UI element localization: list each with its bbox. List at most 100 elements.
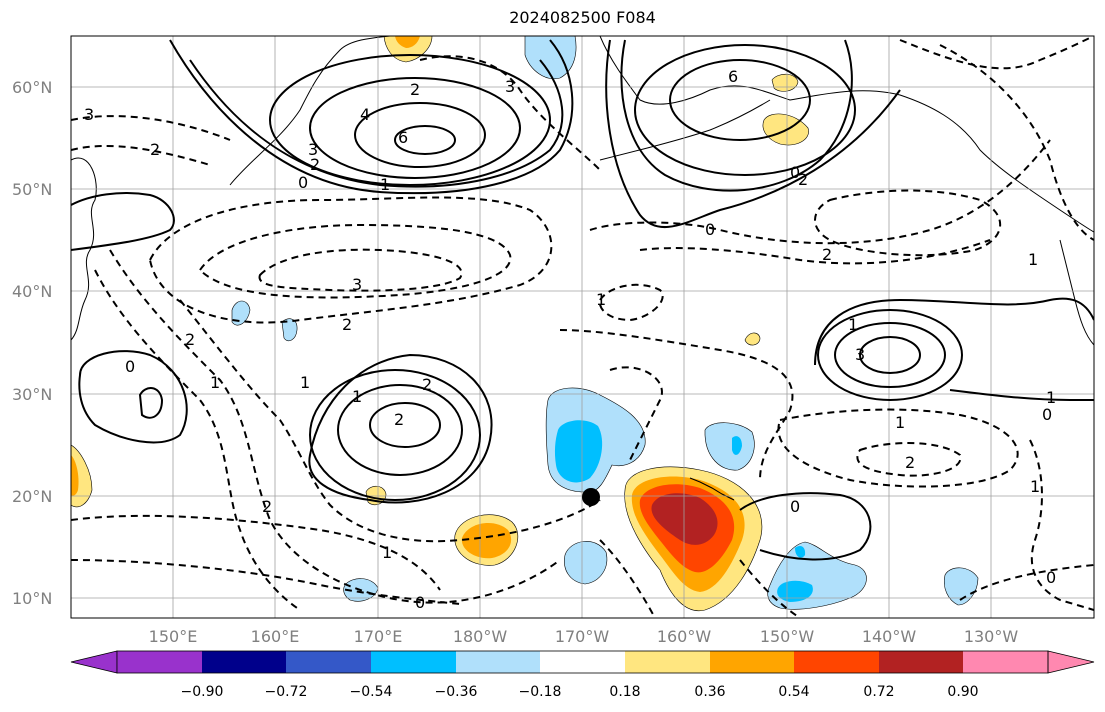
dashed-contour — [148, 196, 553, 324]
solid-contour — [337, 384, 463, 476]
coastline-kamchatka — [229, 36, 391, 186]
negative-anomaly-region — [554, 420, 603, 483]
colorbar-label: −0.90 — [181, 684, 224, 700]
dashed-contour — [609, 366, 663, 461]
dashed-contour — [599, 539, 656, 618]
dashed-contour — [899, 36, 1094, 70]
coastline-asia — [71, 157, 97, 341]
colorbar-segment — [371, 651, 456, 673]
contour-label: 4 — [360, 105, 370, 124]
coastline-aleutians — [599, 99, 771, 161]
contour-label: 2 — [410, 80, 420, 99]
colorbar-segment — [286, 651, 371, 673]
solid-contour — [189, 59, 564, 188]
solid-contours — [71, 39, 1094, 561]
colorbar-labels: −0.90 −0.72 −0.54 −0.36 −0.18 0.18 0.36 … — [181, 684, 979, 700]
positive-anomaly-region — [461, 523, 512, 559]
dashed-contour — [258, 248, 463, 292]
contour-labels: 6 4 3 2 0 1 2 6 0 1 2 2 3 1 0 0 0 1 2 3 … — [84, 67, 1056, 612]
contour-label: 2 — [822, 245, 832, 264]
colorbar-segment — [202, 651, 286, 673]
negative-anomaly-region — [281, 318, 298, 342]
colorbar-extend-high — [1047, 650, 1095, 674]
colorbar-segment — [879, 651, 963, 673]
dashed-contour — [589, 139, 1051, 245]
dashed-contour — [856, 442, 962, 477]
dashed-contour — [598, 283, 664, 322]
map-content: 6 4 3 2 0 1 2 6 0 1 2 2 3 1 0 0 0 1 2 3 … — [71, 36, 1094, 618]
contour-label: 2 — [798, 170, 808, 189]
colorbar-segment — [963, 651, 1048, 673]
contour-label: 2 — [342, 315, 352, 334]
solid-contour — [138, 387, 164, 419]
solid-contour — [817, 309, 963, 401]
contour-label: 0 — [705, 220, 715, 239]
contour-label: 1 — [380, 175, 390, 194]
contour-label: 2 — [262, 497, 272, 516]
contour-label: 3 — [352, 275, 362, 294]
lon-tick-label: 170°E — [354, 627, 403, 646]
positive-anomaly-region — [744, 332, 761, 346]
dashed-contour — [939, 44, 1094, 241]
lat-tick-label: 60°N — [12, 78, 52, 97]
negative-anomaly-region — [564, 541, 608, 585]
dashed-contour — [1029, 439, 1094, 611]
solid-contour — [634, 44, 856, 176]
negative-anomaly-region — [231, 300, 251, 326]
solid-contour — [309, 369, 481, 501]
solid-contour — [269, 54, 551, 186]
positive-anomaly-region — [395, 36, 420, 48]
contour-label: 2 — [394, 410, 404, 429]
lon-tick-label: 160°W — [657, 627, 712, 646]
contour-label: 1 — [352, 387, 362, 406]
contour-label: 2 — [310, 155, 320, 174]
lat-tick-labels: 60°N 50°N 40°N 30°N 20°N 10°N — [12, 78, 52, 608]
contour-label: 1 — [596, 290, 606, 309]
dashed-contour — [419, 55, 601, 171]
colorbar: −0.90 −0.72 −0.54 −0.36 −0.18 0.18 0.36 … — [70, 650, 1095, 700]
solid-contour — [309, 77, 521, 179]
colorbar-segment — [710, 651, 794, 673]
colorbar-label: −0.18 — [519, 684, 562, 700]
solid-contour — [669, 59, 811, 141]
contour-label: 0 — [1046, 568, 1056, 587]
contour-label: 1 — [1030, 477, 1040, 496]
contour-label: 1 — [382, 543, 392, 562]
map-border — [70, 35, 1095, 619]
lat-tick-label: 10°N — [12, 589, 52, 608]
colorbar-label: −0.36 — [435, 684, 478, 700]
colorbar-label: −0.54 — [350, 684, 393, 700]
dashed-contour — [71, 145, 211, 166]
solid-contour — [71, 192, 175, 251]
negative-anomaly-region — [943, 567, 979, 606]
contour-label: 0 — [298, 173, 308, 192]
solid-contour — [834, 322, 946, 388]
positive-anomaly-region — [651, 493, 718, 545]
contour-label: 6 — [398, 128, 408, 147]
negative-anomaly-region — [732, 436, 742, 455]
contour-label: 2 — [905, 453, 915, 472]
solid-contour — [394, 125, 456, 155]
colorbar-label: 0.54 — [778, 684, 809, 700]
lon-tick-label: 150°W — [760, 627, 815, 646]
map-background — [71, 36, 1094, 618]
colorbar-label: 0.90 — [947, 684, 978, 700]
lon-tick-label: 150°E — [149, 627, 198, 646]
dashed-contour — [109, 249, 561, 604]
solid-contour — [859, 336, 921, 374]
contour-label: 1 — [210, 373, 220, 392]
lat-tick-label: 40°N — [12, 282, 52, 301]
contour-label: 3 — [505, 77, 515, 96]
negative-anomaly-region — [795, 546, 806, 558]
lat-tick-label: 20°N — [12, 487, 52, 506]
solid-contour — [354, 102, 486, 168]
positive-anomaly-region — [71, 455, 79, 496]
colorbar-segment — [794, 651, 879, 673]
dashed-contour — [198, 223, 512, 299]
colorbar-segment — [117, 651, 202, 673]
contour-label: 0 — [125, 357, 135, 376]
contour-label: 1 — [1046, 388, 1056, 407]
solid-contour — [814, 297, 1094, 366]
colorbar-segment — [625, 651, 710, 673]
negative-anomaly-region — [704, 422, 755, 471]
